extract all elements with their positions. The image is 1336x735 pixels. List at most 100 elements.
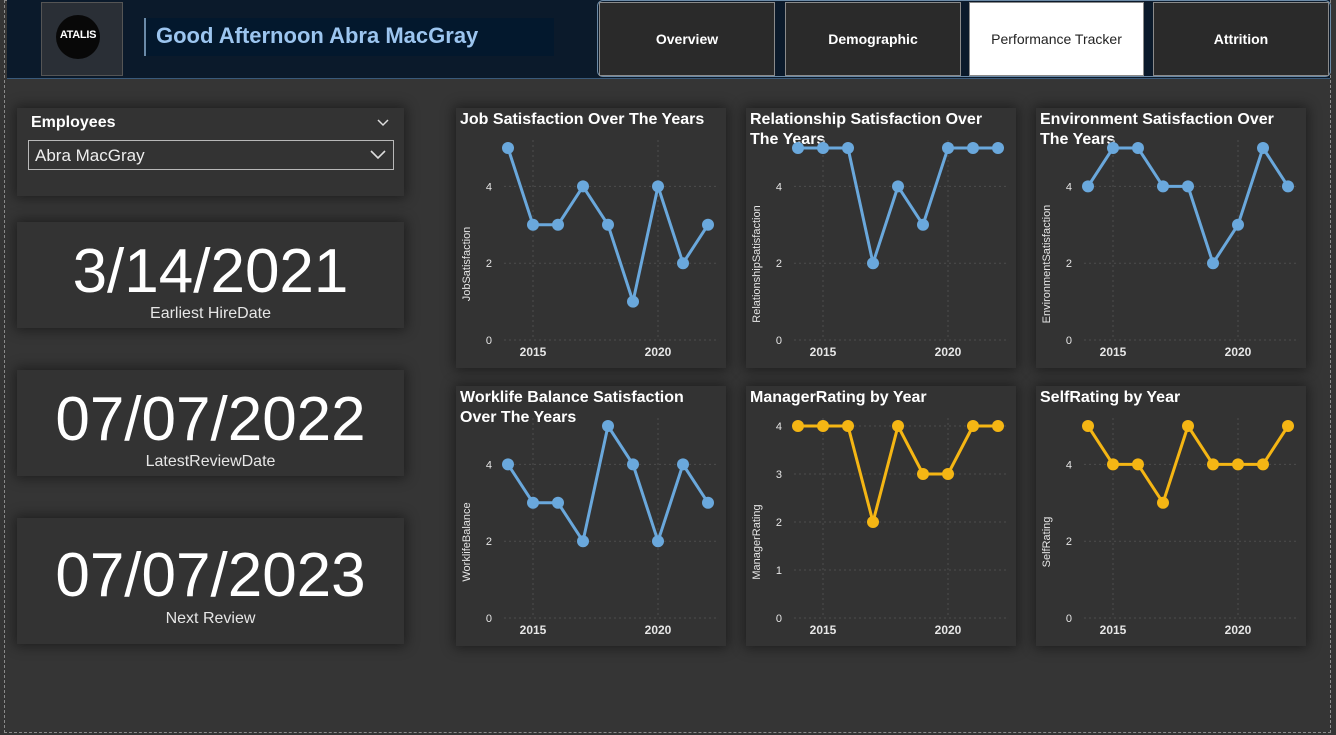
y-tick-label: 4 xyxy=(776,421,782,433)
series-line xyxy=(506,424,710,543)
data-point xyxy=(1107,142,1119,154)
y-axis-title: ManagerRating xyxy=(751,504,763,579)
data-point xyxy=(1257,142,1269,154)
tab-overview[interactable]: Overview xyxy=(599,2,775,76)
dropdown-chevron-icon xyxy=(370,150,386,160)
tab-attrition[interactable]: Attrition xyxy=(1153,2,1329,76)
data-point xyxy=(1282,180,1294,193)
y-axis-title: RelationshipSatisfaction xyxy=(751,205,763,322)
data-point xyxy=(992,142,1004,154)
tab-demographic[interactable]: Demographic xyxy=(785,2,961,76)
data-point xyxy=(1107,458,1119,471)
data-point xyxy=(652,535,664,548)
data-point xyxy=(1132,142,1144,154)
x-tick-label: 2020 xyxy=(645,623,672,637)
data-point xyxy=(1232,458,1244,471)
y-axis-title: JobSatisfaction xyxy=(461,227,473,302)
x-tick-label: 2015 xyxy=(810,623,837,637)
data-point xyxy=(992,420,1004,432)
data-point xyxy=(817,420,829,432)
worklife-balance-line-chart: 0 2 4 2015 2020 WorklifeBalance xyxy=(461,418,716,637)
x-tick-label: 2020 xyxy=(935,345,962,359)
data-point xyxy=(602,218,614,231)
data-point xyxy=(817,142,829,154)
kpi-card-next-review: 07/07/2023 Next Review xyxy=(17,518,404,644)
data-point xyxy=(1157,496,1169,509)
y-tick-label: 0 xyxy=(486,613,492,625)
x-tick-label: 2015 xyxy=(520,345,547,359)
y-tick-label: 4 xyxy=(1066,181,1072,193)
data-point xyxy=(1282,420,1294,432)
data-point xyxy=(942,468,954,480)
tab-performance-tracker[interactable]: Performance Tracker xyxy=(969,2,1144,76)
y-tick-label: 2 xyxy=(486,536,492,548)
data-point xyxy=(577,180,589,193)
greeting-banner: Good Afternoon Abra MacGray xyxy=(144,18,554,56)
kpi-label: Next Review xyxy=(165,610,256,627)
job-satisfaction-line-chart: 0 2 4 2015 2020 JobSatisfaction xyxy=(461,140,716,359)
y-tick-label: 2 xyxy=(776,517,782,529)
chart-title: ManagerRating by Year xyxy=(750,389,927,406)
y-tick-label: 0 xyxy=(486,335,492,347)
dropdown-selected-value: Abra MacGray xyxy=(35,146,145,165)
y-tick-label: 2 xyxy=(1066,536,1072,548)
y-tick-label: 1 xyxy=(776,565,782,577)
x-tick-label: 2020 xyxy=(1225,623,1252,637)
environment-satisfaction-line-chart: 0 2 4 2015 2020 EnvironmentSatisfaction xyxy=(1041,140,1296,359)
data-point xyxy=(842,420,854,432)
data-point xyxy=(1182,180,1194,193)
data-point xyxy=(702,496,714,509)
data-point xyxy=(867,257,879,270)
x-tick-label: 2015 xyxy=(520,623,547,637)
chart-title: Job Satisfaction Over The Years xyxy=(460,111,705,128)
data-point xyxy=(967,142,979,154)
chart-relationship-satisfaction: Relationship Satisfaction Over The Years… xyxy=(746,108,1016,368)
data-point xyxy=(917,218,929,231)
data-point xyxy=(502,458,514,471)
data-point xyxy=(552,496,564,509)
data-point xyxy=(502,142,514,154)
employee-dropdown[interactable]: Abra MacGray xyxy=(28,140,394,170)
data-point xyxy=(552,218,564,231)
data-point xyxy=(1232,218,1244,231)
y-axis-title: SelfRating xyxy=(1041,517,1053,568)
y-tick-label: 2 xyxy=(776,258,782,270)
y-tick-label: 0 xyxy=(1066,335,1072,347)
y-tick-label: 4 xyxy=(486,459,492,471)
y-tick-label: 2 xyxy=(486,258,492,270)
x-tick-label: 2015 xyxy=(810,345,837,359)
data-point xyxy=(792,420,804,432)
kpi-value: 07/07/2023 xyxy=(55,541,366,610)
data-point xyxy=(892,180,904,193)
x-tick-label: 2015 xyxy=(1100,623,1127,637)
data-point xyxy=(1207,458,1219,471)
chevron-down-icon[interactable] xyxy=(376,116,390,130)
chart-manager-rating: ManagerRating by Year 0 1 2 3 4 2015 2020 Manag… xyxy=(746,386,1016,646)
data-point xyxy=(917,468,929,480)
data-point xyxy=(967,420,979,432)
series-line xyxy=(798,146,998,265)
kpi-label: LatestReviewDate xyxy=(145,453,276,470)
data-point xyxy=(867,516,879,528)
chart-title: SelfRating by Year xyxy=(1040,389,1181,406)
chart-self-rating: SelfRating by Year 0 2 4 2015 2020 SelfRating xyxy=(1036,386,1306,646)
x-tick-label: 2020 xyxy=(1225,345,1252,359)
data-point xyxy=(1182,420,1194,432)
data-point xyxy=(577,535,589,548)
greeting-text: Good Afternoon Abra MacGray xyxy=(156,23,479,48)
data-point xyxy=(627,458,639,471)
logo-globe-icon: ATALIS xyxy=(56,15,100,59)
data-point xyxy=(1082,180,1094,193)
data-point xyxy=(652,180,664,193)
data-point xyxy=(677,257,689,270)
kpi-card-hire-date: 3/14/2021 Earliest HireDate xyxy=(17,222,404,328)
data-point xyxy=(1132,458,1144,471)
data-point xyxy=(1157,180,1169,193)
data-point xyxy=(792,142,804,154)
chart-title: Worklife Balance Satisfaction Over The Y… xyxy=(460,389,684,426)
data-point xyxy=(1257,458,1269,471)
y-tick-label: 0 xyxy=(776,613,782,625)
employee-slicer: Employees Abra MacGray xyxy=(17,108,404,196)
x-tick-label: 2020 xyxy=(645,345,672,359)
manager-rating-line-chart: 0 1 2 3 4 2015 2020 ManagerRating xyxy=(751,418,1006,637)
